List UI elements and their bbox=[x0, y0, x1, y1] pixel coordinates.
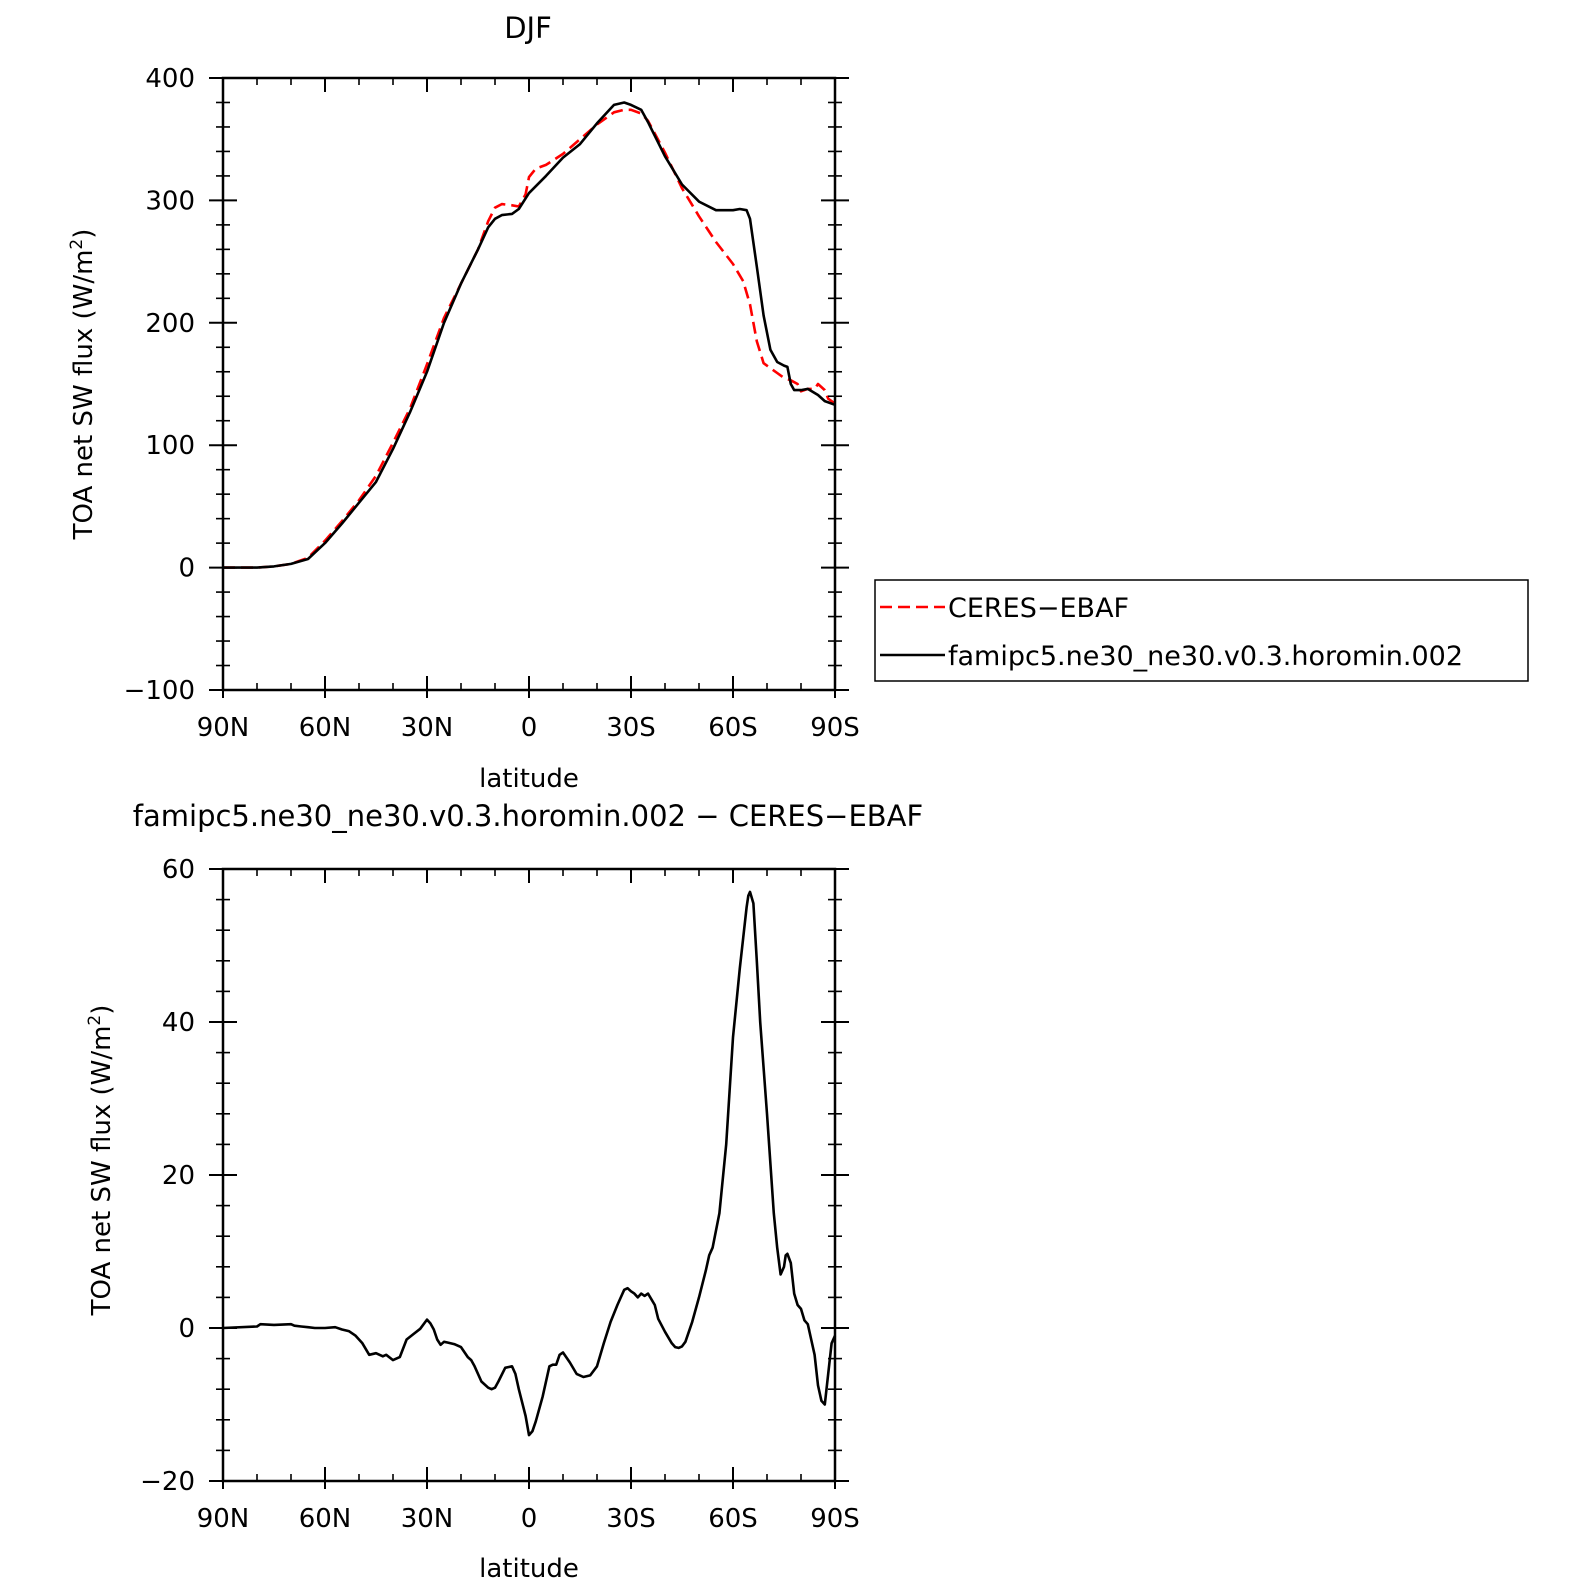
x-tick-label: 90S bbox=[810, 713, 860, 743]
series-layer bbox=[223, 101, 836, 569]
x-tick-label: 60N bbox=[299, 713, 352, 743]
y-tick-label: −100 bbox=[124, 676, 195, 706]
x-tick-label: 90N bbox=[197, 713, 250, 743]
x-axis-label: latitude bbox=[479, 764, 579, 794]
chart-title: famipc5.ne30_ne30.v0.3.horomin.002 − CER… bbox=[133, 799, 923, 833]
legend-box bbox=[874, 579, 1529, 682]
x-tick-label: 30N bbox=[401, 1504, 454, 1534]
y-axis-label: TOA net SW flux (W/m2) bbox=[85, 1005, 117, 1317]
x-axis-label: latitude bbox=[479, 1554, 579, 1580]
y-tick-label: 40 bbox=[162, 1008, 195, 1038]
y-tick-label: 200 bbox=[145, 309, 195, 339]
y-axis-label-superscript: 2 bbox=[85, 1015, 105, 1026]
y-axis-label-main: TOA net SW flux (W/m bbox=[69, 250, 99, 541]
y-tick-label: 100 bbox=[145, 431, 195, 461]
y-tick-label: 400 bbox=[145, 64, 195, 94]
tick-layer: 90N 60N 30N 0 30S 60S 90S −100 0 100 200 300 400 bbox=[124, 64, 860, 743]
plot-frame bbox=[221, 76, 837, 692]
chart-panel-djf: DJF 90N 60N 30N 0 30S 60S 90S −100 0 100 200 300 400… bbox=[67, 11, 860, 794]
y-axis-label-main: TOA net SW flux (W/m bbox=[87, 1026, 117, 1317]
y-tick-label: 0 bbox=[178, 554, 195, 584]
legend-entry-ceres-ebaf: CERES−EBAF bbox=[948, 593, 1129, 624]
x-tick-label: 30N bbox=[401, 713, 454, 743]
x-tick-label: 90N bbox=[197, 1504, 250, 1534]
tick-layer: 90N 60N 30N 0 30S 60S 90S −20 0 20 40 60 bbox=[140, 855, 860, 1534]
legend-entry-model: famipc5.ne30_ne30.v0.3.horomin.002 bbox=[948, 641, 1463, 672]
y-tick-label: 60 bbox=[162, 855, 195, 885]
series-line-ceres-ebaf bbox=[223, 108, 836, 569]
plot-frame bbox=[221, 867, 837, 1483]
y-tick-label: 300 bbox=[145, 186, 195, 216]
series-line-famipc5-ne30-ne30-v0-3-horomin-002 bbox=[223, 101, 836, 569]
x-tick-label: 30S bbox=[606, 713, 656, 743]
x-tick-label: 60S bbox=[708, 1504, 758, 1534]
y-tick-label: 0 bbox=[178, 1314, 195, 1344]
x-tick-label: 0 bbox=[521, 1504, 538, 1534]
x-tick-label: 30S bbox=[606, 1504, 656, 1534]
series-line-difference bbox=[222, 890, 837, 1437]
chart-title: DJF bbox=[504, 11, 552, 45]
y-axis-label-close: ) bbox=[87, 1005, 117, 1015]
y-axis-label-close: ) bbox=[69, 229, 99, 239]
y-axis-label-superscript: 2 bbox=[67, 239, 87, 250]
legend: CERES−EBAF famipc5.ne30_ne30.v0.3.horomi… bbox=[874, 579, 1529, 682]
y-tick-label: 20 bbox=[162, 1161, 195, 1191]
chart-panel-difference: famipc5.ne30_ne30.v0.3.horomin.002 − CER… bbox=[85, 799, 923, 1580]
x-tick-label: 90S bbox=[810, 1504, 860, 1534]
series-layer bbox=[222, 890, 837, 1437]
y-axis-label: TOA net SW flux (W/m2) bbox=[67, 229, 99, 541]
x-tick-label: 0 bbox=[521, 713, 538, 743]
x-tick-label: 60S bbox=[708, 713, 758, 743]
y-tick-label: −20 bbox=[140, 1467, 195, 1497]
x-tick-label: 60N bbox=[299, 1504, 352, 1534]
